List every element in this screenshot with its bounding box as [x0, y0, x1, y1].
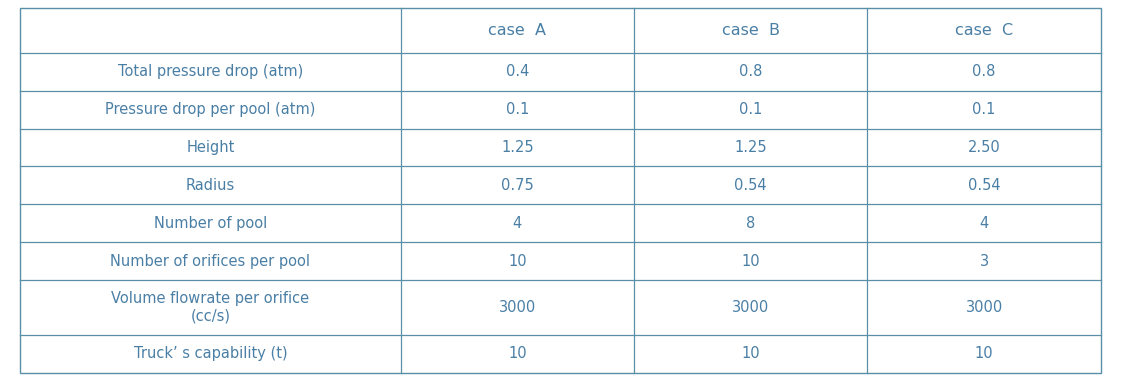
Text: Volume flowrate per orifice
(cc/s): Volume flowrate per orifice (cc/s): [111, 291, 309, 323]
Text: 10: 10: [741, 253, 760, 269]
Text: 10: 10: [508, 346, 527, 361]
Text: 10: 10: [741, 346, 760, 361]
Text: 10: 10: [508, 253, 527, 269]
Text: Number of orifices per pool: Number of orifices per pool: [110, 253, 311, 269]
Text: 0.8: 0.8: [972, 64, 995, 79]
Text: 0.1: 0.1: [739, 102, 762, 117]
Text: case  B: case B: [722, 23, 780, 38]
Text: 1.25: 1.25: [501, 140, 534, 155]
Text: 2.50: 2.50: [967, 140, 1000, 155]
Text: 0.8: 0.8: [739, 64, 762, 79]
Text: 3: 3: [980, 253, 989, 269]
Text: case  C: case C: [955, 23, 1013, 38]
Text: 0.75: 0.75: [501, 178, 534, 193]
Text: 3000: 3000: [732, 300, 769, 315]
Text: Number of pool: Number of pool: [154, 216, 267, 231]
Text: 8: 8: [747, 216, 756, 231]
Text: 0.1: 0.1: [506, 102, 529, 117]
Text: Truck’ s capability (t): Truck’ s capability (t): [133, 346, 287, 361]
Text: 3000: 3000: [965, 300, 1003, 315]
Text: Total pressure drop (atm): Total pressure drop (atm): [118, 64, 303, 79]
Text: Pressure drop per pool (atm): Pressure drop per pool (atm): [105, 102, 315, 117]
Text: 10: 10: [975, 346, 993, 361]
Text: 0.1: 0.1: [972, 102, 995, 117]
Text: Height: Height: [186, 140, 234, 155]
Text: 0.54: 0.54: [734, 178, 767, 193]
Text: 3000: 3000: [499, 300, 536, 315]
Text: 4: 4: [980, 216, 989, 231]
Text: 0.54: 0.54: [967, 178, 1000, 193]
Text: case  A: case A: [489, 23, 546, 38]
Text: 4: 4: [512, 216, 522, 231]
Text: Radius: Radius: [186, 178, 235, 193]
Text: 1.25: 1.25: [734, 140, 767, 155]
Text: 0.4: 0.4: [506, 64, 529, 79]
